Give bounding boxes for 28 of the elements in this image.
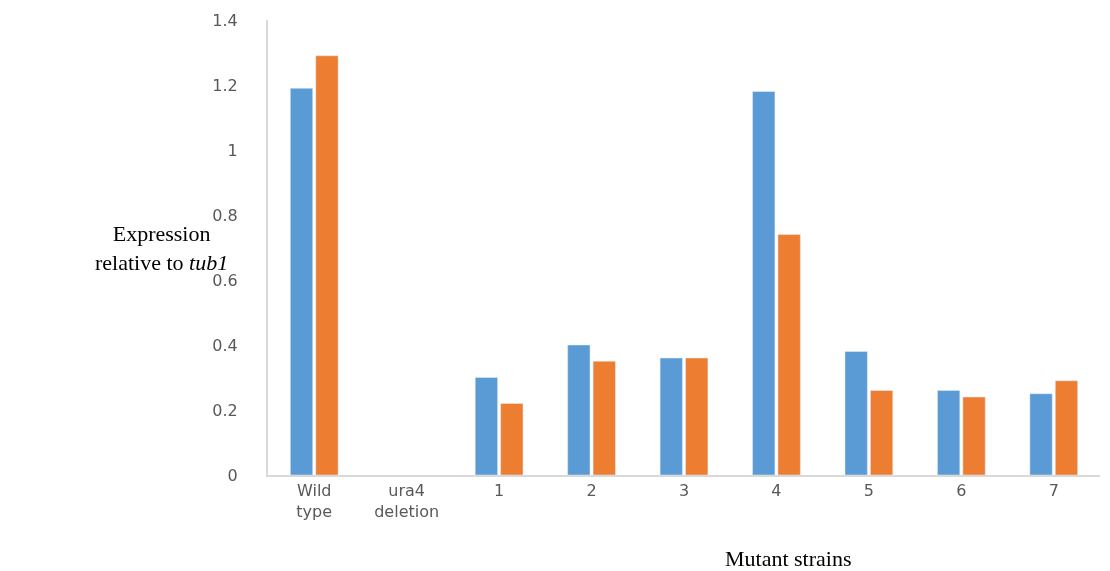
bar	[1029, 393, 1053, 475]
bar	[315, 55, 339, 475]
y-tick-label: 0.2	[212, 400, 238, 420]
x-tick-label: 3	[678, 481, 690, 501]
y-tick-label: 1	[227, 140, 238, 160]
y-tick-label: 1.4	[212, 10, 238, 30]
x-tick-label: 5	[863, 481, 874, 501]
x-tick-label: 1	[494, 481, 505, 501]
y-tick-label: 1.2	[212, 75, 238, 95]
y-tick-label: 0	[227, 465, 238, 485]
bar	[937, 390, 961, 475]
x-tick-label: Wild type	[296, 481, 333, 521]
x-tick-label: 2	[586, 481, 597, 501]
bar	[1055, 380, 1078, 475]
x-tick-label: 4	[771, 481, 782, 501]
bar	[500, 403, 524, 475]
x-tick-label: 6	[956, 481, 967, 501]
bar	[290, 88, 313, 475]
bar	[870, 390, 894, 475]
bar	[685, 357, 709, 475]
bar	[844, 351, 868, 475]
x-tick-label: 7	[1048, 481, 1059, 501]
x-axis-title: Mutant strains	[725, 546, 852, 571]
y-tick-label: 0.4	[212, 335, 238, 355]
x-tick-label: ura4 deletion	[374, 481, 440, 521]
bar	[474, 377, 498, 475]
bar	[962, 396, 986, 475]
bar	[659, 357, 683, 475]
